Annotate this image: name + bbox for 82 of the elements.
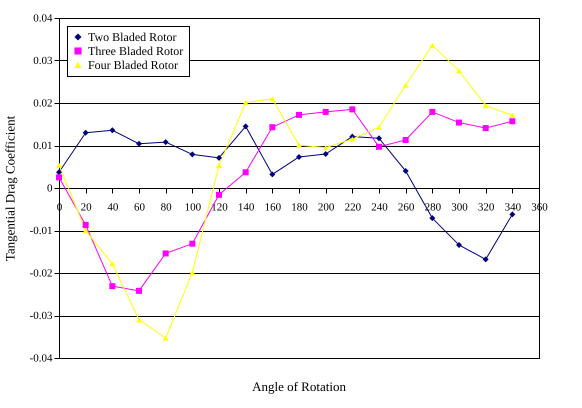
x-tick-label: 60	[134, 202, 146, 214]
point	[242, 123, 249, 130]
point	[322, 145, 329, 150]
x-tick-label: 220	[344, 202, 362, 214]
point	[162, 250, 169, 256]
point	[429, 108, 436, 115]
point	[456, 120, 462, 126]
y-tick-label: -0.03	[30, 310, 53, 322]
point	[56, 174, 62, 180]
point	[136, 317, 142, 322]
legend-label: Two Bladed Rotor	[88, 30, 176, 44]
point	[509, 112, 516, 118]
point	[402, 168, 409, 174]
legend-label: Four Bladed Rotor	[88, 58, 178, 72]
point	[269, 96, 276, 102]
point	[216, 154, 222, 161]
x-tick-label: 240	[371, 202, 388, 214]
point	[376, 124, 382, 130]
y-tick-label: -0.04	[30, 352, 53, 364]
point	[82, 228, 89, 234]
point	[56, 162, 62, 168]
point	[482, 102, 489, 108]
x-tick-label: 40	[107, 202, 119, 214]
x-tick-label: 80	[160, 202, 172, 214]
x-tick-label: 260	[398, 202, 415, 214]
point	[402, 82, 409, 88]
point	[189, 151, 196, 158]
point	[136, 140, 142, 147]
point	[242, 169, 249, 176]
point	[109, 127, 116, 134]
y-tick-label: -0.01	[30, 225, 52, 237]
point	[82, 130, 89, 136]
legend-label: Three Bladed Rotor	[88, 44, 184, 58]
point	[136, 288, 142, 294]
point	[349, 136, 356, 142]
point	[349, 106, 356, 112]
x-tick-label: 160	[264, 202, 282, 214]
x-tick-label: 320	[478, 202, 495, 214]
point	[376, 135, 382, 142]
point	[82, 222, 89, 228]
point	[376, 144, 382, 150]
point	[296, 142, 302, 148]
point	[109, 261, 116, 266]
x-tick-label: 20	[80, 202, 92, 214]
point	[456, 242, 462, 248]
y-tick-label: 0.01	[33, 140, 52, 152]
y-axis-title: Tangential Drag Coefficient	[2, 115, 18, 262]
point	[296, 112, 302, 118]
point	[109, 283, 116, 290]
x-tick-label: 120	[211, 202, 228, 214]
point	[189, 270, 196, 276]
y-tick-label: -0.02	[30, 268, 52, 280]
y-tick-label: 0.03	[33, 55, 53, 67]
x-axis-title: Angle of Rotation	[252, 379, 346, 394]
point	[216, 192, 222, 198]
x-tick-label: 140	[238, 202, 255, 214]
x-tick-label: 180	[291, 202, 308, 214]
y-tick-label: 0	[47, 182, 53, 194]
point	[322, 151, 329, 157]
point	[482, 256, 489, 262]
point	[242, 100, 249, 106]
y-tick-label: 0.02	[33, 98, 52, 110]
point	[189, 240, 196, 247]
x-tick-label: 100	[184, 202, 202, 214]
x-tick-label: 340	[504, 202, 522, 214]
point	[269, 124, 276, 130]
point	[509, 118, 516, 124]
point	[269, 171, 276, 178]
y-tick-label: 0.04	[33, 12, 53, 24]
point	[322, 108, 329, 115]
point	[296, 154, 302, 160]
x-tick-label: 300	[451, 202, 468, 214]
point	[456, 68, 462, 74]
point	[162, 139, 169, 146]
point	[429, 42, 436, 48]
point	[509, 211, 516, 218]
point	[216, 162, 222, 168]
point	[402, 136, 409, 143]
x-tick-label: 200	[318, 202, 335, 214]
point	[162, 335, 169, 341]
point	[482, 125, 489, 132]
point	[429, 215, 436, 222]
